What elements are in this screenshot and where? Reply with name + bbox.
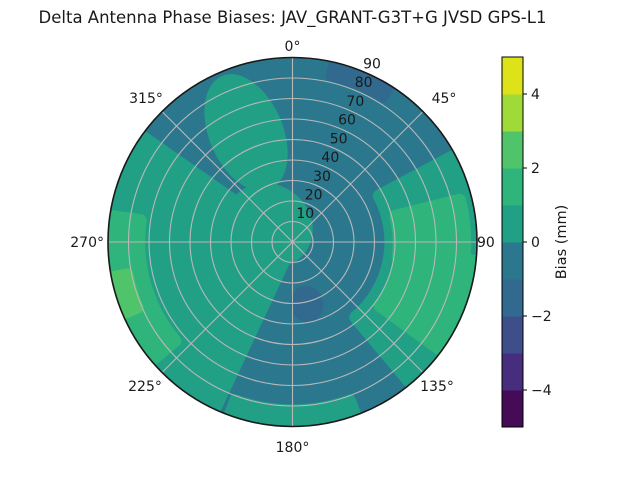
radial-tick-label: 40 [321,150,339,166]
colorbar-tick-label: 0 [531,235,540,251]
colorbar-axis-label: Bias (mm) [554,205,570,280]
chart-title: Delta Antenna Phase Biases: JAV_GRANT-G3… [39,8,547,28]
angular-tick-label: 270° [70,235,104,251]
colorbar-tick-label: −4 [531,383,552,399]
colorbar-segment [502,94,523,132]
radial-tick-label: 70 [346,94,364,110]
angular-tick-label: 225° [128,379,162,395]
colorbar: −4 −2 0 2 4 Bias (mm) [501,56,570,428]
radial-tick-label: 10 [296,206,314,222]
angular-gridline [292,111,424,243]
colorbar-segment [502,353,523,391]
contour-region [225,183,313,268]
contour-region [389,193,472,273]
radial-tick-label: 60 [338,113,356,129]
colorbar-segment [502,168,523,206]
colorbar-tick-label: 2 [531,161,540,177]
angular-gridline [161,241,293,373]
angular-tick-label: 90 [477,235,495,251]
angular-gridline [292,241,424,373]
angular-tick-label: 45° [432,91,457,107]
angular-tick-label: 180° [276,440,310,456]
radial-tick-label: 90 [363,56,381,72]
colorbar-segment [502,205,523,243]
radial-tick-label: 50 [330,131,348,147]
contour-region [290,285,324,323]
angular-tick-label: 315° [129,91,163,107]
colorbar-segment [502,316,523,354]
polar-outline [107,56,478,428]
radial-tick-label: 20 [305,187,323,203]
colorbar-segment [502,242,523,280]
angular-gridline [161,111,293,243]
angular-tick-label: 135° [420,379,454,395]
radial-tick-label: 80 [355,75,373,91]
contour-region [204,74,288,191]
colorbar-segment [502,131,523,169]
polar-grid [108,57,477,427]
colorbar-segment [502,279,523,317]
radial-tick-label: 30 [313,169,331,185]
colorbar-tick-label: −2 [531,309,552,325]
colorbar-segment [502,390,523,428]
colorbar-segment [502,57,523,95]
angular-tick-label: 0° [285,39,301,55]
colorbar-tick-label: 4 [531,87,540,103]
